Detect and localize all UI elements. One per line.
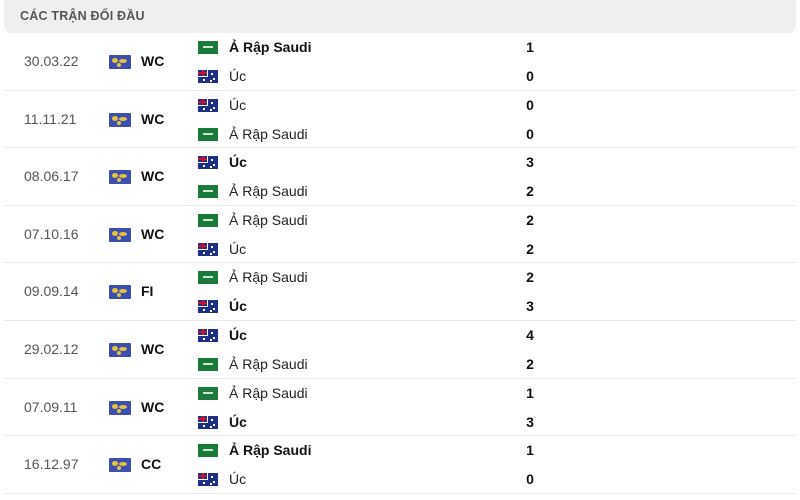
match-row[interactable]: 29.02.12 WC Úc 4 Ả Rập Saudi 2 [4, 321, 796, 379]
match-row[interactable]: 09.09.14 FI Ả Rập Saudi 2 Úc 3 [4, 263, 796, 321]
australia-flag-icon [198, 70, 218, 83]
australia-flag-icon [198, 156, 218, 170]
australia-flag-icon [198, 300, 218, 314]
team-home[interactable]: Úc 4 [198, 321, 598, 349]
competition-label: WC [141, 225, 165, 242]
team-name: Ả Rập Saudi [229, 355, 308, 372]
match-date: 11.11.21 [24, 110, 77, 127]
team-away[interactable]: Úc 0 [198, 465, 598, 493]
competition-label: WC [141, 398, 165, 415]
match-row[interactable]: 11.11.21 WC Úc 0 Ả Rập Saudi 0 [4, 91, 796, 149]
match-date: 09.09.14 [24, 283, 79, 300]
australia-flag-icon [198, 415, 218, 429]
team-score: 1 [526, 39, 534, 55]
world-map-icon [109, 285, 131, 300]
competition-label: CC [141, 456, 162, 473]
match-date: 29.02.12 [24, 340, 79, 357]
saudi-arabia-flag-icon [198, 213, 218, 227]
match-date: 16.12.97 [24, 456, 79, 473]
team-score: 2 [526, 183, 534, 200]
world-map-icon [109, 112, 131, 127]
team-away[interactable]: Úc 3 [198, 292, 598, 320]
team-home[interactable]: Ả Rập Saudi 1 [198, 379, 598, 407]
saudi-arabia-flag-icon [198, 41, 218, 54]
team-name: Ả Rập Saudi [229, 384, 308, 401]
competition-label: FI [141, 283, 154, 300]
world-map-icon [109, 400, 131, 415]
saudi-arabia-flag-icon [198, 127, 218, 141]
match-list: 30.03.22 WC Ả Rập Saudi 1 Úc 0 11.11.21 W… [4, 33, 796, 494]
competition-label: WC [141, 53, 165, 69]
australia-flag-icon [198, 328, 218, 342]
team-name: Úc [229, 298, 247, 315]
team-name: Úc [229, 154, 247, 171]
world-map-icon [109, 55, 131, 69]
match-row[interactable]: 07.10.16 WC Ả Rập Saudi 2 Úc 2 [4, 206, 796, 264]
team-score: 1 [526, 384, 534, 401]
team-away[interactable]: Úc 2 [198, 235, 598, 263]
match-date: 30.03.22 [24, 53, 79, 69]
team-name: Ả Rập Saudi [229, 442, 312, 459]
team-score: 4 [526, 326, 534, 343]
team-home[interactable]: Ả Rập Saudi 2 [198, 206, 598, 234]
match-date: 07.09.11 [24, 398, 78, 415]
team-name: Ả Rập Saudi [229, 183, 308, 200]
team-score: 0 [526, 68, 534, 84]
match-row[interactable]: 16.12.97 CC Ả Rập Saudi 1 Úc 0 [4, 436, 796, 494]
team-name: Úc [229, 240, 247, 257]
team-away[interactable]: Ả Rập Saudi 2 [198, 177, 598, 205]
team-score: 0 [526, 471, 534, 488]
team-name: Ả Rập Saudi [229, 39, 312, 55]
team-name: Ả Rập Saudi [229, 125, 308, 142]
competition-label: WC [141, 168, 165, 185]
world-map-icon [109, 227, 131, 242]
section-title: CÁC TRẬN ĐỐI ĐẦU [4, 0, 796, 33]
team-score: 0 [526, 125, 534, 142]
world-map-icon [109, 458, 131, 473]
team-name: Úc [229, 96, 247, 113]
team-score: 0 [526, 96, 534, 113]
team-away[interactable]: Ả Rập Saudi 0 [198, 120, 598, 148]
team-score: 1 [526, 442, 534, 459]
team-score: 2 [526, 355, 534, 372]
team-name: Úc [229, 413, 247, 430]
australia-flag-icon [198, 473, 218, 487]
match-row[interactable]: 08.06.17 WC Úc 3 Ả Rập Saudi 2 [4, 148, 796, 206]
team-name: Úc [229, 326, 247, 343]
competition-label: WC [141, 110, 165, 127]
team-score: 2 [526, 240, 534, 257]
saudi-arabia-flag-icon [198, 444, 218, 458]
match-date: 08.06.17 [24, 168, 79, 185]
team-home[interactable]: Ả Rập Saudi 1 [198, 436, 598, 464]
match-row[interactable]: 07.09.11 WC Ả Rập Saudi 1 Úc 3 [4, 379, 796, 437]
saudi-arabia-flag-icon [198, 271, 218, 285]
team-name: Ả Rập Saudi [229, 269, 308, 286]
match-date: 07.10.16 [24, 225, 79, 242]
team-home[interactable]: Úc 3 [198, 148, 598, 176]
team-name: Úc [229, 68, 247, 84]
match-row[interactable]: 30.03.22 WC Ả Rập Saudi 1 Úc 0 [4, 33, 796, 91]
team-home[interactable]: Ả Rập Saudi 1 [198, 33, 598, 61]
team-score: 3 [526, 154, 534, 171]
team-name: Úc [229, 471, 247, 488]
team-score: 3 [526, 298, 534, 315]
team-score: 2 [526, 211, 534, 228]
team-away[interactable]: Úc 3 [198, 408, 598, 436]
team-away[interactable]: Ả Rập Saudi 2 [198, 350, 598, 378]
saudi-arabia-flag-icon [198, 357, 218, 371]
team-away[interactable]: Úc 0 [198, 62, 598, 90]
team-score: 2 [526, 269, 534, 286]
saudi-arabia-flag-icon [198, 386, 218, 400]
competition-label: WC [141, 340, 165, 357]
team-score: 3 [526, 413, 534, 430]
world-map-icon [109, 170, 131, 185]
team-home[interactable]: Úc 0 [198, 91, 598, 119]
australia-flag-icon [198, 98, 218, 112]
team-name: Ả Rập Saudi [229, 211, 308, 228]
team-home[interactable]: Ả Rập Saudi 2 [198, 263, 598, 291]
saudi-arabia-flag-icon [198, 185, 218, 199]
australia-flag-icon [198, 242, 218, 256]
world-map-icon [109, 342, 131, 357]
